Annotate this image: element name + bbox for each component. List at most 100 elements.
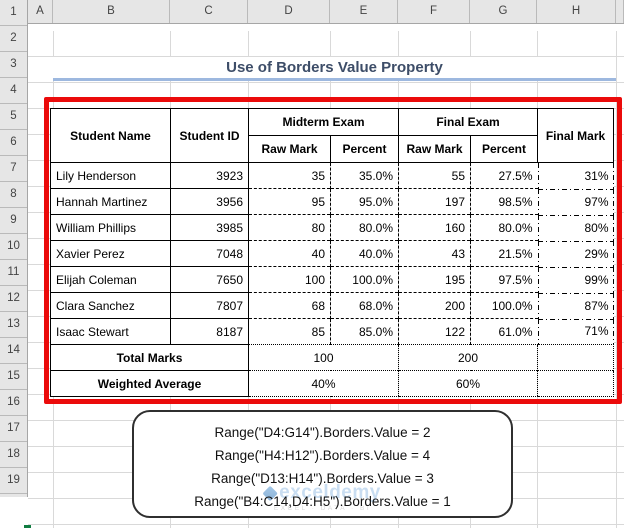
cell-final-percent[interactable]: 98.5% — [469, 188, 538, 215]
header-final-raw[interactable]: Raw Mark — [398, 135, 471, 163]
cell-final-raw[interactable]: 200 — [398, 292, 471, 319]
column-header-b[interactable]: B — [53, 0, 170, 23]
cell-midterm-raw[interactable]: 40 — [248, 240, 331, 267]
cell-final-percent[interactable]: 27.5% — [469, 162, 538, 189]
total-midterm[interactable]: 100 — [248, 344, 399, 371]
row-header-9[interactable]: 9 — [0, 208, 27, 234]
cell-final-mark[interactable]: 31% — [537, 162, 614, 189]
cell-id[interactable]: 7650 — [170, 266, 249, 293]
weighted-final[interactable]: 60% — [397, 370, 538, 397]
cell-final-percent[interactable]: 80.0% — [469, 214, 538, 241]
column-header-h[interactable]: H — [537, 0, 616, 23]
header-midterm-percent[interactable]: Percent — [330, 135, 399, 163]
row-header-17[interactable]: 17 — [0, 416, 27, 442]
cell-midterm-percent[interactable]: 95.0% — [330, 188, 399, 215]
row-header-7[interactable]: 7 — [0, 156, 27, 182]
cell-name[interactable]: Xavier Perez — [50, 240, 171, 267]
cell-midterm-percent[interactable]: 80.0% — [330, 214, 399, 241]
cell-midterm-raw[interactable]: 80 — [248, 214, 331, 241]
cell-final-percent[interactable]: 100.0% — [469, 292, 538, 319]
cell-id[interactable]: 3985 — [170, 214, 249, 241]
column-header-g[interactable]: G — [470, 0, 537, 23]
weighted-average-label[interactable]: Weighted Average — [50, 370, 249, 397]
header-final-percent[interactable]: Percent — [469, 135, 538, 163]
column-header-d[interactable]: D — [248, 0, 330, 23]
row-header-3[interactable]: 3 — [0, 52, 27, 78]
weighted-final-mark-empty[interactable] — [537, 370, 615, 397]
cell-final-mark[interactable]: 71% — [537, 318, 614, 345]
cell-id[interactable]: 8187 — [170, 318, 249, 345]
row-header-11[interactable]: 11 — [0, 260, 27, 286]
row-header-15[interactable]: 15 — [0, 364, 27, 390]
row-header-13[interactable]: 13 — [0, 312, 27, 338]
row-header-2[interactable]: 2 — [0, 26, 27, 52]
cell-final-raw[interactable]: 43 — [398, 240, 471, 267]
code-line: Range("D4:G14").Borders.Value = 2 — [214, 425, 431, 440]
header-midterm-raw[interactable]: Raw Mark — [248, 135, 331, 163]
row-header-8[interactable]: 8 — [0, 182, 27, 208]
cell-midterm-percent[interactable]: 35.0% — [330, 162, 399, 189]
cell-final-percent[interactable]: 61.0% — [469, 318, 538, 345]
cell-name[interactable]: Lily Henderson — [50, 162, 171, 189]
cell-name[interactable]: Clara Sanchez — [50, 292, 171, 319]
row-header-10[interactable]: 10 — [0, 234, 27, 260]
cell-id[interactable]: 7807 — [170, 292, 249, 319]
column-header-e[interactable]: E — [330, 0, 398, 23]
code-annotation-box[interactable]: exceldemy EXCEL · DATA · BI Range("D4:G1… — [132, 410, 513, 518]
cell-final-raw[interactable]: 55 — [398, 162, 471, 189]
total-marks-label[interactable]: Total Marks — [50, 344, 249, 371]
row-header-5[interactable]: 5 — [0, 104, 27, 130]
row-header-strip: 1 2 3 4 5 6 7 8 9 10 11 12 13 14 15 16 1… — [0, 0, 28, 497]
cell-final-percent[interactable]: 97.5% — [469, 266, 538, 293]
cell-midterm-percent[interactable]: 40.0% — [330, 240, 399, 267]
cell-midterm-raw[interactable]: 35 — [248, 162, 331, 189]
cell-final-mark[interactable]: 29% — [537, 240, 614, 267]
active-cell-indicator — [24, 525, 31, 528]
cell-midterm-raw[interactable]: 68 — [248, 292, 331, 319]
cell-midterm-raw[interactable]: 85 — [248, 318, 331, 345]
header-student-name[interactable]: Student Name — [50, 108, 171, 163]
row-header-6[interactable]: 6 — [0, 130, 27, 156]
cell-name[interactable]: Hannah Martinez — [50, 188, 171, 215]
cell-id[interactable]: 3956 — [170, 188, 249, 215]
cell-midterm-percent[interactable]: 68.0% — [330, 292, 399, 319]
header-final-mark[interactable]: Final Mark — [537, 108, 615, 163]
total-final[interactable]: 200 — [397, 344, 538, 371]
row-header-16[interactable]: 16 — [0, 390, 27, 416]
row-header-12[interactable]: 12 — [0, 286, 27, 312]
cell-midterm-percent[interactable]: 100.0% — [330, 266, 399, 293]
row-header-1[interactable]: 1 — [0, 0, 27, 26]
header-student-id[interactable]: Student ID — [170, 108, 249, 163]
cell-midterm-raw[interactable]: 95 — [248, 188, 331, 215]
page-title[interactable]: Use of Borders Value Property — [53, 57, 616, 81]
cell-id[interactable]: 7048 — [170, 240, 249, 267]
cell-midterm-raw[interactable]: 100 — [248, 266, 331, 293]
weighted-midterm[interactable]: 40% — [248, 370, 399, 397]
cell-final-percent[interactable]: 21.5% — [469, 240, 538, 267]
cell-id[interactable]: 3923 — [170, 162, 249, 189]
row-header-14[interactable]: 14 — [0, 338, 27, 364]
header-final-exam[interactable]: Final Exam — [397, 108, 538, 136]
row-header-19[interactable]: 19 — [0, 468, 27, 494]
column-header-strip: A B C D E F G H — [0, 0, 624, 24]
cell-final-raw[interactable]: 195 — [398, 266, 471, 293]
cell-final-mark[interactable]: 87% — [537, 292, 614, 319]
total-final-mark-empty[interactable] — [537, 344, 615, 371]
cell-final-raw[interactable]: 122 — [398, 318, 471, 345]
header-midterm-exam[interactable]: Midterm Exam — [248, 108, 399, 136]
cell-name[interactable]: Elijah Coleman — [50, 266, 171, 293]
cell-final-raw[interactable]: 160 — [398, 214, 471, 241]
cell-final-raw[interactable]: 197 — [398, 188, 471, 215]
cell-final-mark[interactable]: 80% — [537, 214, 614, 241]
code-line: Range("D13:H14").Borders.Value = 3 — [211, 471, 434, 486]
cell-name[interactable]: William Phillips — [50, 214, 171, 241]
column-header-f[interactable]: F — [398, 0, 470, 23]
column-header-c[interactable]: C — [170, 0, 248, 23]
cell-final-mark[interactable]: 99% — [537, 266, 614, 293]
row-header-18[interactable]: 18 — [0, 442, 27, 468]
column-header-a[interactable]: A — [28, 0, 53, 23]
cell-midterm-percent[interactable]: 85.0% — [330, 318, 399, 345]
row-header-4[interactable]: 4 — [0, 78, 27, 104]
cell-final-mark[interactable]: 97% — [537, 188, 614, 215]
cell-name[interactable]: Isaac Stewart — [50, 318, 171, 345]
